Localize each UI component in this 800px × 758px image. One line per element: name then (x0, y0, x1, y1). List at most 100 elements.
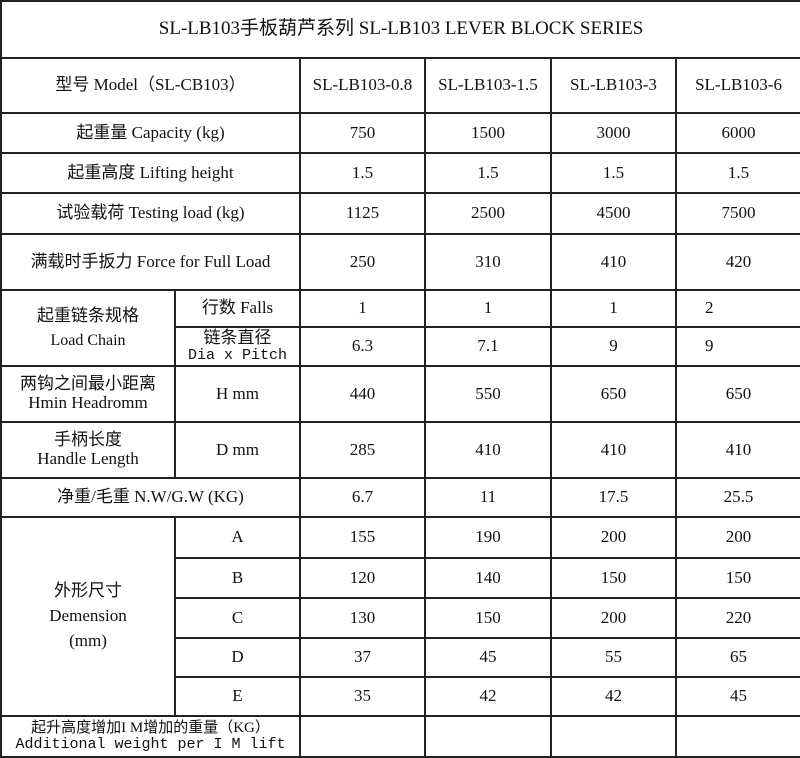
label-en: Additional weight per I M lift (15, 735, 286, 753)
row-label: 手柄长度 Handle Length (0, 421, 176, 479)
cell: 140 (424, 557, 552, 599)
model-header: SL-LB103-6 (674, 57, 800, 114)
cell: 1 (550, 289, 677, 328)
label-en: Demension (49, 606, 127, 626)
cell: 190 (424, 516, 552, 559)
label-en: Load Chain (50, 331, 126, 349)
cell: 150 (424, 597, 552, 639)
row-label: 起升高度增加I M增加的重量（KG） Additional weight per … (0, 715, 301, 758)
label-en: Dia x Pitch (187, 346, 288, 364)
model-header: SL-LB103-3 (550, 57, 677, 114)
cell: 1.5 (674, 152, 800, 194)
cell: 2 (674, 289, 800, 328)
cell: 650 (550, 365, 677, 423)
cell: 410 (674, 421, 800, 479)
cell (674, 715, 800, 758)
table-title: SL-LB103手板葫芦系列 SL-LB103 LEVER BLOCK SERI… (0, 0, 800, 59)
cell (550, 715, 677, 758)
cell: 45 (424, 637, 552, 678)
model-label: 型号 Model（SL-CB103） (0, 57, 301, 114)
sub-label: B (174, 557, 301, 599)
row-label: 起重高度 Lifting height (0, 152, 301, 194)
sub-label: E (174, 676, 301, 717)
dimension-row-a: 外形尺寸 Demension (mm) A 155 190 200 200 (0, 516, 800, 717)
row-label: 两钩之间最小距离 Hmin Headromm (0, 365, 176, 423)
cell: 1500 (424, 112, 552, 154)
handle-row: 手柄长度 Handle Length D mm 285 410 410 410 (0, 421, 800, 479)
sub-label: C (174, 597, 301, 639)
cell: 200 (674, 516, 800, 559)
cell: 7500 (674, 192, 800, 235)
cell: 42 (424, 676, 552, 717)
cell: 750 (299, 112, 426, 154)
cell: 1 (424, 289, 552, 328)
cell: 1.5 (424, 152, 552, 194)
dimension-row-c: C 130 150 200 220 (1, 597, 800, 639)
row-label: 满载时手扳力 Force for Full Load (0, 233, 301, 291)
cell: 150 (674, 557, 800, 599)
label-cn: 外形尺寸 (54, 581, 122, 601)
cell: 6000 (674, 112, 800, 154)
lifting-height-row: 起重高度 Lifting height 1.5 1.5 1.5 1.5 (0, 152, 800, 194)
dimension-label: 外形尺寸 Demension (mm) (0, 516, 176, 717)
falls-row: 起重链条规格 Load Chain 行数 Falls 1 1 1 2 (0, 289, 800, 367)
cell: 650 (674, 365, 800, 423)
cell: 4500 (550, 192, 677, 235)
cell: 45 (674, 676, 800, 717)
cell: 155 (299, 516, 426, 559)
cell: 410 (550, 233, 677, 291)
header-row: 型号 Model（SL-CB103） SL-LB103-0.8 SL-LB103… (0, 57, 800, 114)
cell: 11 (424, 477, 552, 518)
cell: 440 (299, 365, 426, 423)
label-en: Handle Length (37, 449, 139, 468)
label-cn: 两钩之间最小距离 (20, 374, 156, 394)
cell: 25.5 (674, 477, 800, 518)
row-label: 试验载荷 Testing load (kg) (0, 192, 301, 235)
cell: 550 (424, 365, 552, 423)
cell: 130 (299, 597, 426, 639)
label-cn: 起重链条规格 (37, 305, 139, 325)
model-header: SL-LB103-1.5 (424, 57, 552, 114)
row-label: 起重量 Capacity (kg) (0, 112, 301, 154)
unit: (mm) (69, 630, 107, 650)
cell: 410 (424, 421, 552, 479)
dimension-row-d: D 37 45 55 65 (1, 637, 800, 678)
sub-label: D mm (174, 421, 301, 479)
force-row: 满载时手扳力 Force for Full Load 250 310 410 4… (0, 233, 800, 291)
cell: 42 (550, 676, 677, 717)
cell: 1.5 (299, 152, 426, 194)
sub-label: D (174, 637, 301, 678)
label-cn: 链条直径 (203, 327, 272, 347)
headroom-row: 两钩之间最小距离 Hmin Headromm H mm 440 550 650 6… (0, 365, 800, 423)
cell: 6.7 (299, 477, 426, 518)
cell: 6.3 (299, 326, 426, 367)
label-cn: 起升高度增加I M增加的重量（KG） (31, 720, 270, 736)
cell: 1125 (299, 192, 426, 235)
load-chain-label: 起重链条规格 Load Chain (0, 289, 176, 367)
cell: 9 (674, 326, 800, 367)
sub-label: A (174, 516, 301, 559)
cell: 7.1 (424, 326, 552, 367)
cell: 65 (674, 637, 800, 678)
cell (299, 715, 426, 758)
cell: 200 (550, 516, 677, 559)
cell: 410 (550, 421, 677, 479)
sub-label: 行数 Falls (174, 289, 301, 328)
capacity-row: 起重量 Capacity (kg) 750 1500 3000 6000 (0, 112, 800, 154)
cell: 310 (424, 233, 552, 291)
cell: 37 (299, 637, 426, 678)
cell: 420 (674, 233, 800, 291)
row-label: 净重/毛重 N.W/G.W (KG) (0, 477, 301, 518)
cell: 2500 (424, 192, 552, 235)
cell: 150 (550, 557, 677, 599)
cell: 35 (299, 676, 426, 717)
additional-weight-row: 起升高度增加I M增加的重量（KG） Additional weight per … (0, 715, 800, 758)
cell: 3000 (550, 112, 677, 154)
sub-label: 链条直径 Dia x Pitch (174, 326, 301, 367)
cell: 200 (550, 597, 677, 639)
testing-load-row: 试验载荷 Testing load (kg) 1125 2500 4500 75… (0, 192, 800, 235)
label-en: Hmin Headromm (28, 393, 148, 412)
cell: 220 (674, 597, 800, 639)
cell: 250 (299, 233, 426, 291)
cell: 9 (550, 326, 677, 367)
